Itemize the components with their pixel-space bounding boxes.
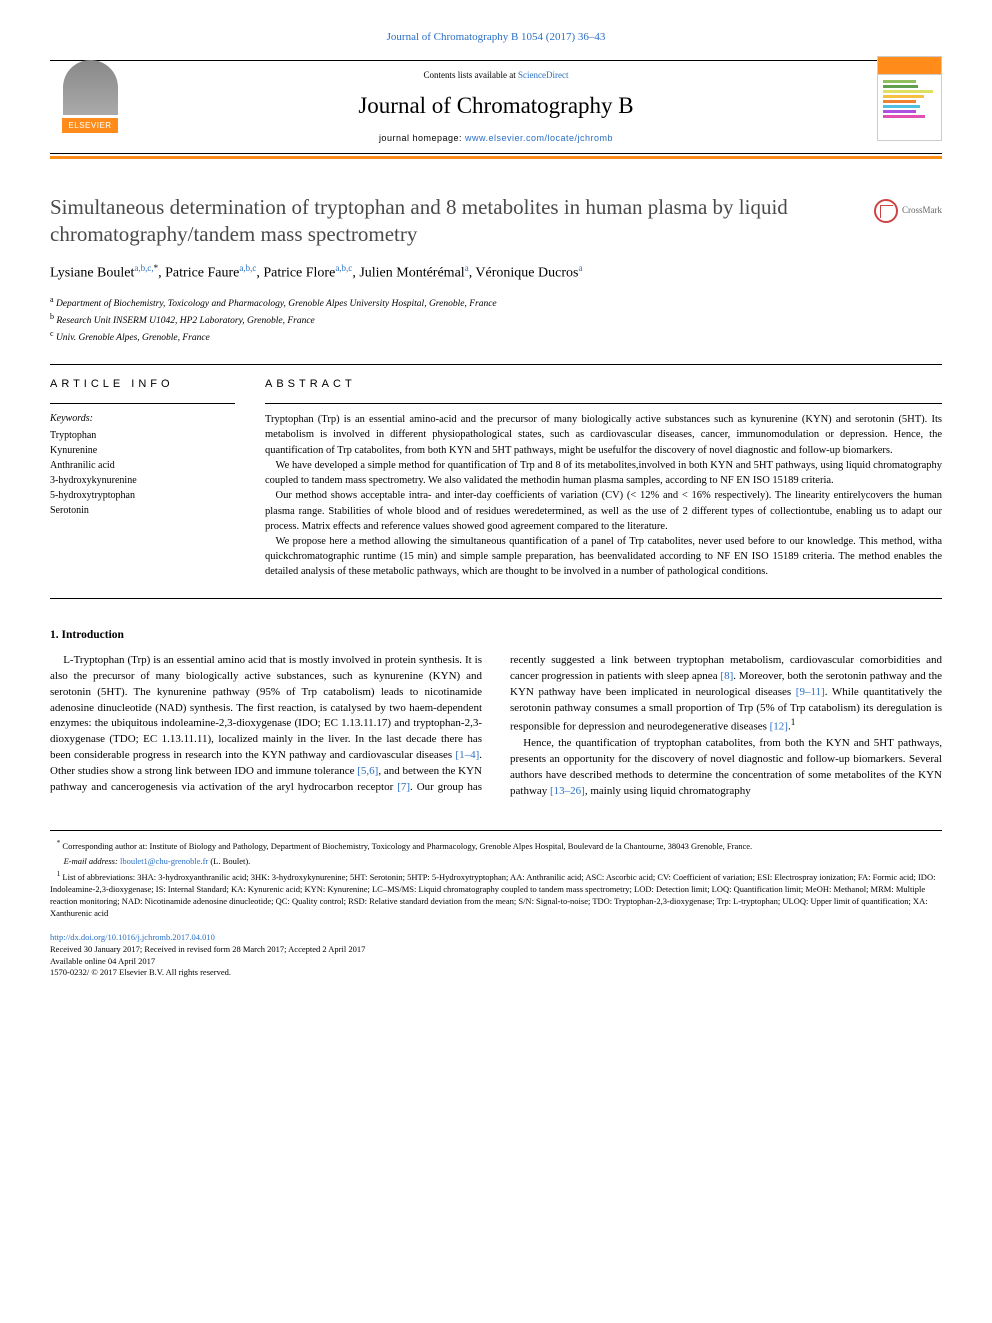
affiliations: a Department of Biochemistry, Toxicology… — [50, 294, 942, 346]
available-line: Available online 04 April 2017 — [50, 956, 155, 966]
journal-cover-thumb[interactable] — [877, 56, 942, 141]
corresponding-text: Corresponding author at: Institute of Bi… — [62, 841, 752, 851]
doi-link[interactable]: http://dx.doi.org/10.1016/j.jchromb.2017… — [50, 932, 215, 942]
email-label: E-mail address: — [64, 856, 120, 866]
journal-title: Journal of Chromatography B — [140, 90, 852, 122]
issn-line: 1570-0232/ © 2017 Elsevier B.V. All righ… — [50, 967, 231, 977]
elsevier-logo[interactable]: ELSEVIER — [50, 51, 130, 141]
email-footnote: E-mail address: lboulet1@chu-grenoble.fr… — [50, 856, 942, 868]
crossmark-label: CrossMark — [902, 204, 942, 217]
divider — [50, 364, 942, 365]
sciencedirect-link[interactable]: ScienceDirect — [518, 70, 568, 80]
intro-heading: 1. Introduction — [50, 627, 942, 643]
contents-prefix: Contents lists available at — [424, 70, 518, 80]
contents-available: Contents lists available at ScienceDirec… — [140, 69, 852, 82]
keywords-label: Keywords: — [50, 412, 235, 426]
journal-header: ELSEVIER Contents lists available at Sci… — [50, 60, 942, 153]
email-suffix: (L. Boulet). — [208, 856, 250, 866]
crossmark-badge[interactable]: CrossMark — [874, 199, 942, 223]
top-citation[interactable]: Journal of Chromatography B 1054 (2017) … — [50, 30, 942, 45]
article-info-heading: ARTICLE INFO — [50, 377, 235, 398]
fn-1-marker: 1 — [57, 870, 61, 878]
abstract-divider — [265, 403, 942, 404]
elsevier-tree-icon — [63, 60, 118, 115]
keywords-list: TryptophanKynurenineAnthranilic acid3-hy… — [50, 428, 235, 518]
elsevier-label: ELSEVIER — [62, 118, 117, 133]
crossmark-icon — [874, 199, 898, 223]
email-link[interactable]: lboulet1@chu-grenoble.fr — [120, 856, 208, 866]
corresponding-footnote: * Corresponding author at: Institute of … — [50, 839, 942, 853]
abstract-heading: ABSTRACT — [265, 377, 942, 398]
orange-rule — [50, 156, 942, 159]
homepage-link[interactable]: www.elsevier.com/locate/jchromb — [465, 133, 613, 143]
abstract-text: Tryptophan (Trp) is an essential amino-a… — [265, 412, 942, 579]
footnotes: * Corresponding author at: Institute of … — [50, 830, 942, 920]
info-divider — [50, 403, 235, 404]
homepage-prefix: journal homepage: — [379, 133, 465, 143]
abstract-col: ABSTRACT Tryptophan (Trp) is an essentia… — [265, 377, 942, 580]
authors-line: Lysiane Bouleta,b,c,*, Patrice Faurea,b,… — [50, 262, 942, 283]
received-line: Received 30 January 2017; Received in re… — [50, 944, 365, 954]
article-info-col: ARTICLE INFO Keywords: TryptophanKynuren… — [50, 377, 235, 580]
divider — [50, 598, 942, 599]
abbrev-footnote: 1 List of abbreviations: 3HA: 3-hydroxya… — [50, 870, 942, 919]
article-title: Simultaneous determination of tryptophan… — [50, 194, 942, 249]
doi-block: http://dx.doi.org/10.1016/j.jchromb.2017… — [50, 932, 942, 980]
cover-thumb-header — [878, 57, 941, 75]
cover-thumb-bars — [878, 75, 941, 125]
fn-star-marker: * — [57, 839, 61, 847]
intro-body: L-Tryptophan (Trp) is an essential amino… — [50, 653, 942, 800]
homepage-line: journal homepage: www.elsevier.com/locat… — [140, 132, 852, 145]
abbrev-text: List of abbreviations: 3HA: 3-hydroxyant… — [50, 872, 935, 918]
